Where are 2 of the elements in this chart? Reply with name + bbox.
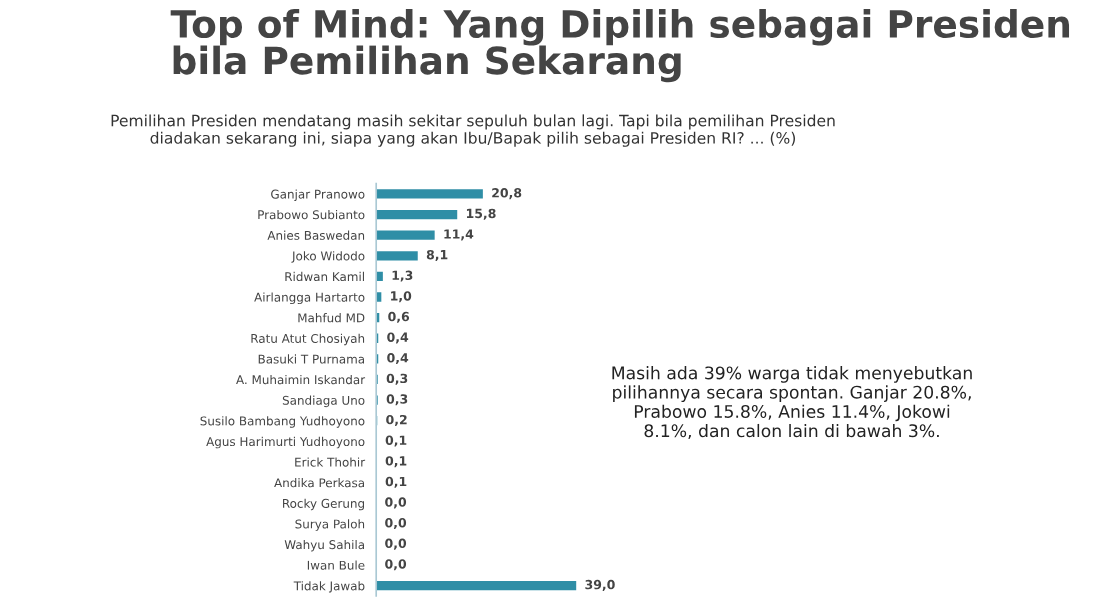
text: Masih ada 39% warga tidak menyebutkan pilihannya secara spontan. Ganjar 20.8%, Prabowo 15.8%, Anies 11.4%, Jokowi 8.1%, dan calon lain di bawah 3%. xyxy=(612,366,972,440)
chart-title: Top of Mind: Yang Dipilih sebagai Presiden bila Pemilihan Sekarang xyxy=(170,9,1070,83)
